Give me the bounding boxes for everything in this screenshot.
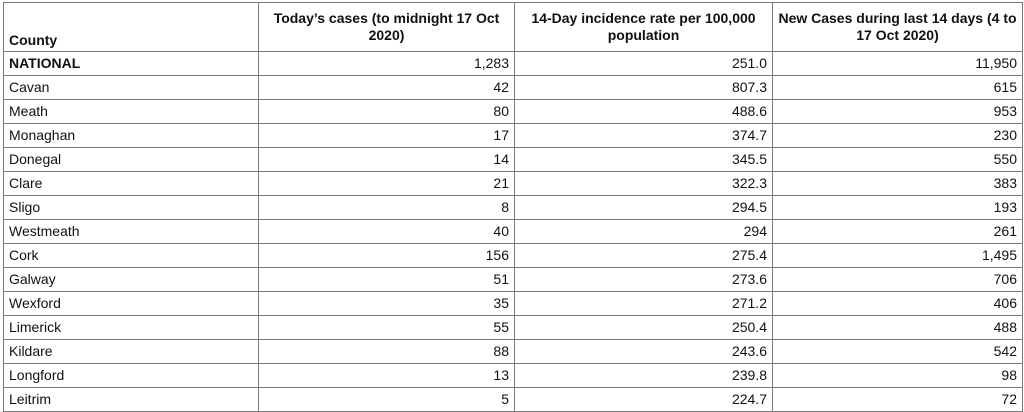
county-cell: Cork: [3, 243, 259, 268]
todays-cases-cell: 88: [258, 339, 515, 364]
incidence-rate-cell: 488.6: [514, 99, 773, 124]
new-cases-cell: 230: [772, 123, 1023, 148]
table-row: Clare 21 322.3 383: [3, 171, 1023, 196]
todays-cases-cell: 40: [258, 219, 515, 244]
incidence-rate-cell: 807.3: [514, 75, 773, 100]
table-row: Kildare 88 243.6 542: [3, 339, 1023, 364]
table-row-national: NATIONAL 1,283 251.0 11,950: [3, 51, 1023, 76]
new-cases-cell: 488: [772, 315, 1023, 340]
new-cases-cell: 193: [772, 195, 1023, 220]
incidence-rate-cell: 275.4: [514, 243, 773, 268]
incidence-rate-cell: 243.6: [514, 339, 773, 364]
todays-cases-cell: 17: [258, 123, 515, 148]
new-cases-cell: 1,495: [772, 243, 1023, 268]
column-header-incidence-rate: 14-Day incidence rate per 100,000 popula…: [514, 2, 773, 52]
table-row: Donegal 14 345.5 550: [3, 147, 1023, 172]
todays-cases-cell: 1,283: [258, 51, 515, 76]
table-row: Westmeath 40 294 261: [3, 219, 1023, 244]
incidence-rate-cell: 250.4: [514, 315, 773, 340]
new-cases-cell: 550: [772, 147, 1023, 172]
new-cases-cell: 615: [772, 75, 1023, 100]
table-row: Cavan 42 807.3 615: [3, 75, 1023, 100]
new-cases-cell: 542: [772, 339, 1023, 364]
table-row: Meath 80 488.6 953: [3, 99, 1023, 124]
new-cases-cell: 383: [772, 171, 1023, 196]
column-header-county: County: [3, 2, 259, 52]
covid-county-table: County Today’s cases (to midnight 17 Oct…: [3, 2, 1023, 412]
county-cell: NATIONAL: [3, 51, 259, 76]
table-row: Monaghan 17 374.7 230: [3, 123, 1023, 148]
covid-county-table-container: County Today’s cases (to midnight 17 Oct…: [3, 2, 1023, 412]
county-cell: Clare: [3, 171, 259, 196]
county-cell: Leitrim: [3, 387, 259, 412]
county-cell: Galway: [3, 267, 259, 292]
table-row: Limerick 55 250.4 488: [3, 315, 1023, 340]
incidence-rate-cell: 345.5: [514, 147, 773, 172]
todays-cases-cell: 21: [258, 171, 515, 196]
table-row: Leitrim 5 224.7 72: [3, 387, 1023, 412]
incidence-rate-cell: 322.3: [514, 171, 773, 196]
county-cell: Monaghan: [3, 123, 259, 148]
incidence-rate-cell: 294.5: [514, 195, 773, 220]
todays-cases-cell: 80: [258, 99, 515, 124]
table-header-row: County Today’s cases (to midnight 17 Oct…: [3, 2, 1023, 52]
incidence-rate-cell: 294: [514, 219, 773, 244]
table-row: Wexford 35 271.2 406: [3, 291, 1023, 316]
incidence-rate-cell: 224.7: [514, 387, 773, 412]
new-cases-cell: 98: [772, 363, 1023, 388]
todays-cases-cell: 35: [258, 291, 515, 316]
county-cell: Donegal: [3, 147, 259, 172]
table-row: Sligo 8 294.5 193: [3, 195, 1023, 220]
new-cases-cell: 261: [772, 219, 1023, 244]
county-cell: Kildare: [3, 339, 259, 364]
county-cell: Meath: [3, 99, 259, 124]
county-cell: Limerick: [3, 315, 259, 340]
new-cases-cell: 953: [772, 99, 1023, 124]
todays-cases-cell: 5: [258, 387, 515, 412]
todays-cases-cell: 156: [258, 243, 515, 268]
todays-cases-cell: 14: [258, 147, 515, 172]
todays-cases-cell: 13: [258, 363, 515, 388]
todays-cases-cell: 8: [258, 195, 515, 220]
table-row: Galway 51 273.6 706: [3, 267, 1023, 292]
todays-cases-cell: 55: [258, 315, 515, 340]
new-cases-cell: 72: [772, 387, 1023, 412]
column-header-new-cases-14-days: New Cases during last 14 days (4 to 17 O…: [772, 2, 1023, 52]
incidence-rate-cell: 271.2: [514, 291, 773, 316]
todays-cases-cell: 51: [258, 267, 515, 292]
county-cell: Cavan: [3, 75, 259, 100]
county-cell: Wexford: [3, 291, 259, 316]
county-cell: Westmeath: [3, 219, 259, 244]
new-cases-cell: 11,950: [772, 51, 1023, 76]
new-cases-cell: 706: [772, 267, 1023, 292]
incidence-rate-cell: 273.6: [514, 267, 773, 292]
table-row: Cork 156 275.4 1,495: [3, 243, 1023, 268]
county-cell: Sligo: [3, 195, 259, 220]
incidence-rate-cell: 239.8: [514, 363, 773, 388]
county-cell: Longford: [3, 363, 259, 388]
incidence-rate-cell: 374.7: [514, 123, 773, 148]
new-cases-cell: 406: [772, 291, 1023, 316]
column-header-todays-cases: Today’s cases (to midnight 17 Oct 2020): [258, 2, 515, 52]
incidence-rate-cell: 251.0: [514, 51, 773, 76]
table-row: Longford 13 239.8 98: [3, 363, 1023, 388]
todays-cases-cell: 42: [258, 75, 515, 100]
